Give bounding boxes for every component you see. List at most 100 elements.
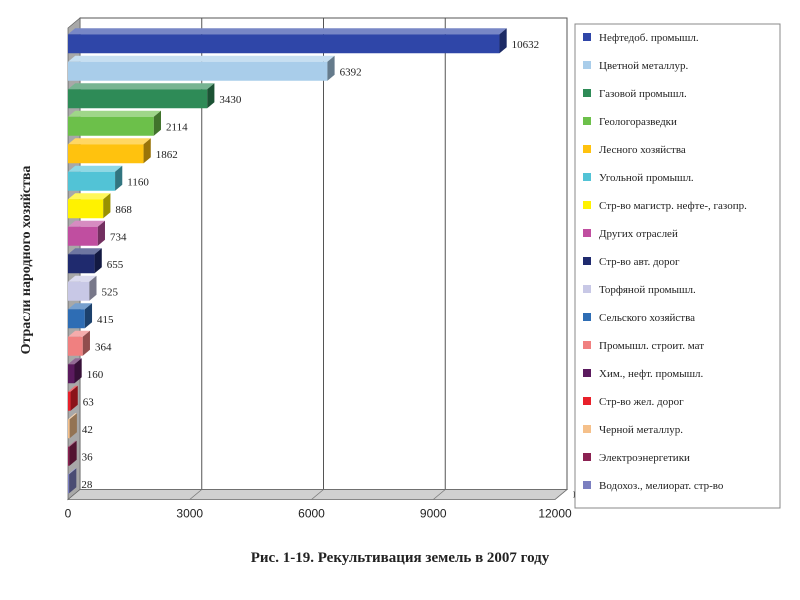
bar-top-face <box>68 413 77 420</box>
legend-swatch <box>583 229 591 237</box>
bar-end-face <box>82 330 90 356</box>
gridline-floor <box>554 489 568 500</box>
bar-top-face <box>68 55 335 62</box>
legend-label: Стр-во жел. дорог <box>599 396 684 408</box>
bar-front-face <box>68 419 70 439</box>
bar-value-label: 36 <box>82 451 94 463</box>
legend-label: Промышл. строит. мат <box>599 340 704 352</box>
legend-label: Геологоразведки <box>599 116 677 128</box>
y-axis-label: Отрасли народного хозяйства <box>19 165 34 355</box>
bar-value-label: 734 <box>110 231 127 243</box>
bar: 868 <box>68 193 132 219</box>
bar-front-face <box>68 226 98 246</box>
bar-value-label: 160 <box>87 369 104 381</box>
legend-swatch <box>583 201 591 209</box>
bar: 10632 <box>68 28 540 54</box>
legend-swatch <box>583 285 591 293</box>
x-tick-label: 3000 <box>176 507 203 521</box>
bar: 28 <box>68 468 93 494</box>
bar-front-face <box>68 336 83 356</box>
bar-value-label: 63 <box>83 396 95 408</box>
bar-end-face <box>70 385 78 411</box>
bar: 6392 <box>68 55 362 81</box>
bar-end-face <box>94 248 102 274</box>
legend-label: Цветной металлур. <box>599 60 689 72</box>
figure-caption: Рис. 1-19. Рекультивация земель в 2007 г… <box>250 550 550 566</box>
bar-value-label: 1862 <box>156 149 178 161</box>
bar: 415 <box>68 303 114 329</box>
bar: 525 <box>68 275 119 301</box>
legend-label: Водохоз., мелиорат. стр-во <box>599 480 724 492</box>
legend-label: Стр-во магистр. нефте-, газопр. <box>599 200 747 212</box>
bar-end-face <box>69 468 77 494</box>
legend-label: Хим., нефт. промышл. <box>599 368 704 380</box>
x-tick-label: 9000 <box>420 507 447 521</box>
bar-top-face <box>68 248 102 255</box>
legend-swatch <box>583 369 591 377</box>
legend-box <box>574 23 781 509</box>
legend-label: Сельского хозяйства <box>599 312 695 324</box>
bar: 2114 <box>68 110 188 136</box>
bar-value-label: 364 <box>95 341 112 353</box>
x-tick-label: 6000 <box>298 507 325 521</box>
bar-end-face <box>97 220 105 246</box>
legend-swatch <box>583 313 591 321</box>
bar-top-face <box>68 358 82 365</box>
bar-front-face <box>68 171 116 191</box>
bar-top-face <box>68 468 77 475</box>
legend-swatch <box>583 61 591 69</box>
bar-end-face <box>74 358 82 384</box>
legend-label: Торфяной промышл. <box>599 284 696 296</box>
legend-label: Угольной промышл. <box>599 172 694 184</box>
bar-top-face <box>68 138 151 145</box>
legend-swatch <box>583 173 591 181</box>
bar-top-face <box>68 330 90 337</box>
bar-end-face <box>69 440 77 466</box>
gridline-floor <box>189 489 203 500</box>
bar-front-face <box>68 364 75 384</box>
legend-swatch <box>583 481 591 489</box>
legend-swatch <box>583 425 591 433</box>
bar-value-label: 28 <box>81 479 93 491</box>
bar: 42 <box>68 413 93 439</box>
legend-label: Стр-во авт. дорог <box>599 256 680 268</box>
legend-label: Нефтедоб. промышл. <box>599 32 699 44</box>
bar: 734 <box>68 220 127 246</box>
bars: 10632 6392 3430 2114 1862 1160 868 734 655 525 415… <box>68 28 540 494</box>
bar-front-face <box>68 254 95 274</box>
bar-value-label: 525 <box>102 286 119 298</box>
bar-front-face <box>68 116 154 136</box>
bar-value-label: 3430 <box>219 94 242 106</box>
legend-label: Лесного хозяйства <box>599 144 686 156</box>
bar: 1862 <box>68 138 178 164</box>
bar: 160 <box>68 358 104 384</box>
bar-end-face <box>207 83 215 109</box>
x-tick-label: 12000 <box>538 507 572 521</box>
bar-front-face <box>68 144 144 164</box>
bar-end-face <box>115 165 123 191</box>
bar-end-face <box>89 275 97 301</box>
legend-label: Черной металлур. <box>599 424 683 436</box>
bar-top-face <box>68 28 507 35</box>
legend-label: Газовой промышл. <box>599 88 687 100</box>
bar-top-face <box>68 440 77 447</box>
bar-end-face <box>69 413 77 439</box>
bar: 3430 <box>68 83 242 109</box>
bar-front-face <box>68 61 328 81</box>
bar-top-face <box>68 220 105 227</box>
bar-front-face <box>68 89 208 109</box>
bar-front-face <box>68 34 500 54</box>
bar: 63 <box>68 385 95 411</box>
bar-end-face <box>153 110 161 136</box>
bar-top-face <box>68 275 97 282</box>
bar-value-label: 6392 <box>340 66 362 78</box>
legend-label: Электроэнергетики <box>599 452 690 464</box>
bar: 364 <box>68 330 112 356</box>
bar-value-label: 10632 <box>512 39 540 51</box>
legend-swatch <box>583 341 591 349</box>
legend-swatch <box>583 145 591 153</box>
bar-top-face <box>68 83 215 90</box>
legend-swatch <box>583 257 591 265</box>
bar-top-face <box>68 303 93 310</box>
